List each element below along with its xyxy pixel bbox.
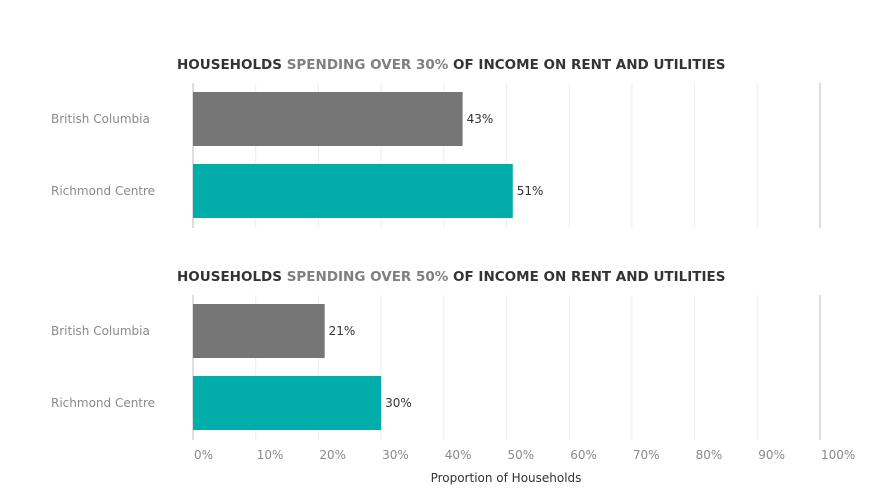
tick-label: 60% (570, 448, 597, 462)
tick-label: 80% (696, 448, 723, 462)
chart-title-part: SPENDING OVER 30% (287, 57, 449, 73)
x-axis: 0% 10% 20% 30% 40% 50% 60% 70% 80% 90% 100% Proport… (194, 448, 855, 485)
category-label: Richmond Centre (51, 396, 155, 410)
tick-label: 70% (633, 448, 660, 462)
chart-panel-1: HOUSEHOLDS SPENDING OVER 30% OF INCOME O… (51, 57, 821, 228)
tick-label: 90% (758, 448, 785, 462)
tick-label: 30% (382, 448, 409, 462)
data-label: 43% (467, 112, 494, 126)
chart-title-part: HOUSEHOLDS (177, 269, 287, 285)
x-axis-title: Proportion of Households (431, 471, 582, 485)
chart-title: HOUSEHOLDS SPENDING OVER 50% OF INCOME O… (177, 269, 725, 285)
chart-title: HOUSEHOLDS SPENDING OVER 30% OF INCOME O… (177, 57, 725, 73)
chart-title-part: SPENDING OVER 50% (287, 269, 449, 285)
tick-label: 0% (194, 448, 213, 462)
chart-title-part: HOUSEHOLDS (177, 57, 287, 73)
category-label: Richmond Centre (51, 184, 155, 198)
chart-panel-2: HOUSEHOLDS SPENDING OVER 50% OF INCOME O… (51, 269, 821, 440)
bar-british-columbia (193, 92, 463, 146)
category-label: British Columbia (51, 112, 150, 126)
bar-british-columbia (193, 304, 325, 358)
tick-label: 20% (319, 448, 346, 462)
tick-label: 10% (257, 448, 284, 462)
tick-label: 100% (821, 448, 855, 462)
bar-richmond-centre (193, 376, 382, 430)
category-label: British Columbia (51, 324, 150, 338)
chart-title-part: OF INCOME ON RENT AND UTILITIES (448, 269, 725, 285)
tick-label: 50% (508, 448, 535, 462)
chart-title-part: OF INCOME ON RENT AND UTILITIES (448, 57, 725, 73)
tick-label: 40% (445, 448, 472, 462)
data-label: 21% (329, 324, 356, 338)
bar-richmond-centre (193, 164, 513, 218)
data-label: 51% (517, 184, 544, 198)
data-label: 30% (385, 396, 412, 410)
